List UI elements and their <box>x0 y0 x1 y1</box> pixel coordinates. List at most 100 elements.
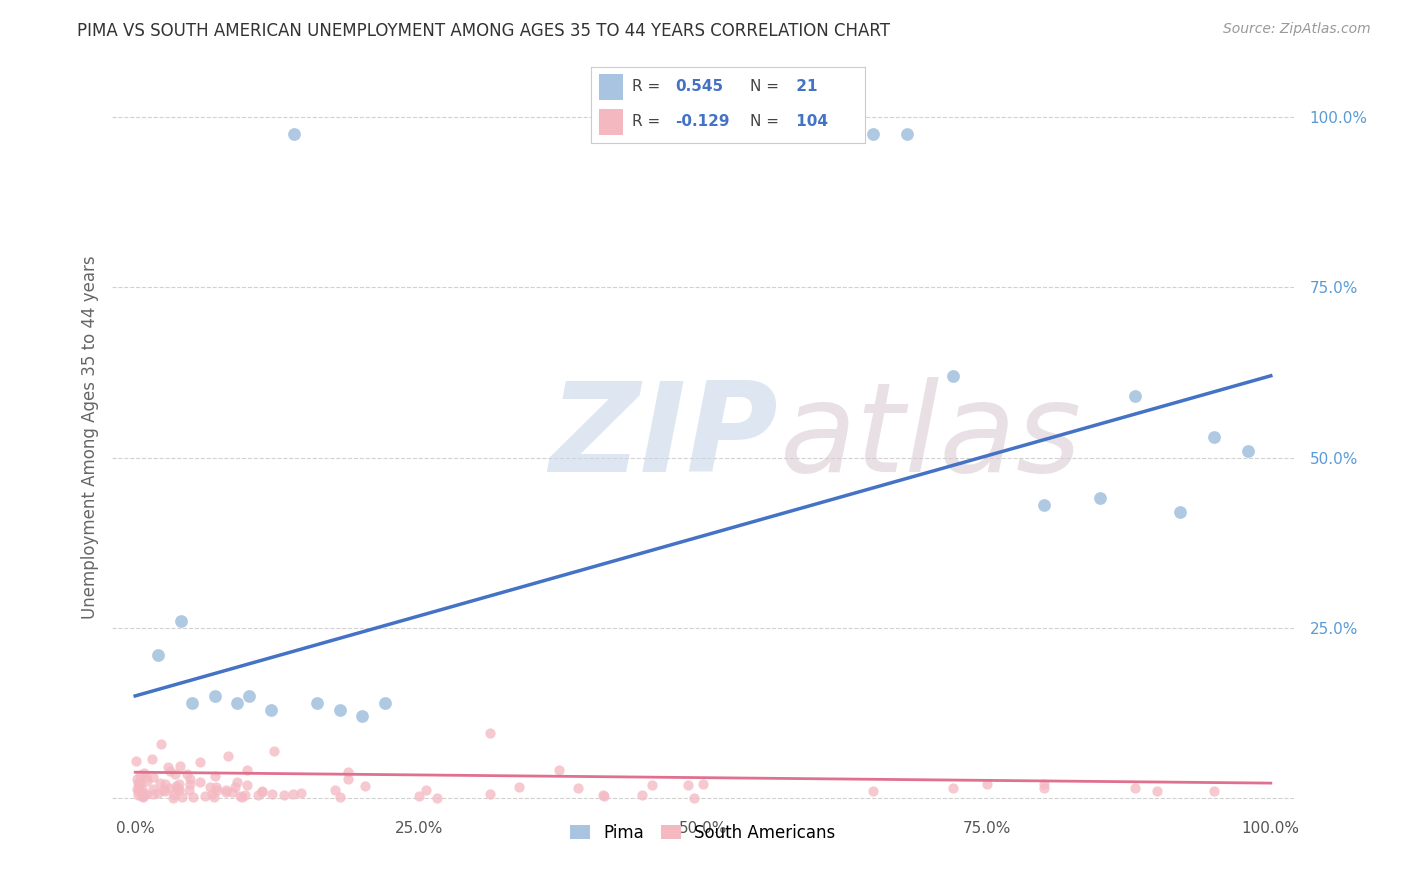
Point <box>478 726 501 740</box>
Point <box>508 780 530 794</box>
Point <box>641 778 664 792</box>
Point <box>153 777 176 791</box>
Point <box>125 754 148 768</box>
Point <box>415 783 437 797</box>
Point <box>149 737 172 751</box>
Point <box>1032 780 1054 795</box>
Point <box>165 779 187 793</box>
Point <box>205 782 228 797</box>
Point <box>692 777 714 791</box>
Point <box>142 770 165 784</box>
Point <box>155 784 177 798</box>
Text: PIMA VS SOUTH AMERICAN UNEMPLOYMENT AMONG AGES 35 TO 44 YEARS CORRELATION CHART: PIMA VS SOUTH AMERICAN UNEMPLOYMENT AMON… <box>77 22 890 40</box>
Point <box>1202 430 1225 444</box>
Legend: Pima, South Americans: Pima, South Americans <box>564 817 842 848</box>
Text: N =: N = <box>749 114 783 129</box>
Point <box>131 789 153 803</box>
Point <box>169 783 191 797</box>
Point <box>336 772 359 787</box>
Text: 0.545: 0.545 <box>675 79 724 95</box>
Point <box>128 782 150 797</box>
Point <box>127 776 149 790</box>
Point <box>142 782 165 797</box>
Point <box>1032 777 1054 791</box>
Bar <box>599 109 623 136</box>
Text: ZIP: ZIP <box>550 376 778 498</box>
Point <box>205 780 228 795</box>
Point <box>169 614 191 628</box>
Point <box>942 780 965 795</box>
Point <box>128 779 150 793</box>
Point <box>896 127 918 141</box>
Point <box>179 783 201 797</box>
Point <box>1123 780 1146 795</box>
Point <box>201 787 224 801</box>
Point <box>593 789 616 804</box>
Point <box>166 780 188 795</box>
Point <box>337 764 360 779</box>
Point <box>135 787 157 801</box>
Point <box>188 775 211 789</box>
Point <box>408 789 430 803</box>
Point <box>163 788 186 802</box>
Point <box>329 789 352 804</box>
Text: 21: 21 <box>790 79 817 95</box>
Point <box>976 777 998 791</box>
Point <box>354 779 377 793</box>
Point <box>238 689 260 703</box>
Point <box>631 788 654 802</box>
Point <box>233 788 256 802</box>
Point <box>478 787 501 801</box>
Point <box>131 789 153 803</box>
Text: Source: ZipAtlas.com: Source: ZipAtlas.com <box>1223 22 1371 37</box>
Point <box>263 744 285 758</box>
Text: N =: N = <box>749 79 783 95</box>
Point <box>202 790 225 805</box>
Point <box>135 771 157 785</box>
Text: R =: R = <box>631 114 665 129</box>
Point <box>204 769 226 783</box>
Point <box>194 789 217 804</box>
Point <box>215 784 238 798</box>
Point <box>132 790 155 805</box>
Point <box>127 783 149 797</box>
Point <box>157 780 180 795</box>
Point <box>862 127 884 141</box>
Point <box>246 788 269 802</box>
Point <box>157 759 180 773</box>
Point <box>290 785 312 799</box>
Point <box>262 787 284 801</box>
Point <box>224 780 246 794</box>
Point <box>221 785 243 799</box>
Point <box>162 790 184 805</box>
Point <box>1123 389 1146 403</box>
Point <box>260 702 283 716</box>
Point <box>426 790 449 805</box>
Point <box>250 784 273 798</box>
Point <box>170 789 193 804</box>
Point <box>567 780 589 795</box>
Point <box>548 764 571 778</box>
Point <box>1202 784 1225 798</box>
Point <box>146 648 169 662</box>
Point <box>179 777 201 791</box>
Point <box>323 783 346 797</box>
Point <box>152 782 174 797</box>
Point <box>135 774 157 789</box>
Point <box>132 787 155 801</box>
Point <box>128 768 150 782</box>
Point <box>217 749 239 764</box>
Point <box>204 689 226 703</box>
Point <box>374 696 396 710</box>
Point <box>329 702 352 716</box>
Point <box>132 766 155 780</box>
Text: -0.129: -0.129 <box>675 114 730 129</box>
Point <box>226 696 249 710</box>
Text: atlas: atlas <box>780 376 1081 498</box>
Text: R =: R = <box>631 79 665 95</box>
Point <box>165 767 187 781</box>
Point <box>167 776 190 790</box>
Y-axis label: Unemployment Among Ages 35 to 44 years: Unemployment Among Ages 35 to 44 years <box>80 255 98 619</box>
Point <box>273 788 295 802</box>
Point <box>231 790 253 805</box>
